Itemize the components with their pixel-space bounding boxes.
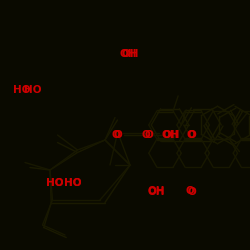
Text: HO: HO xyxy=(12,85,30,95)
Text: O: O xyxy=(113,130,122,140)
Text: O: O xyxy=(188,130,197,140)
Text: O: O xyxy=(144,130,153,140)
Text: OH: OH xyxy=(162,130,180,140)
Text: O: O xyxy=(112,130,120,140)
Text: OH: OH xyxy=(162,130,180,140)
Text: HO: HO xyxy=(46,178,64,188)
Text: O: O xyxy=(142,130,150,140)
Text: O: O xyxy=(185,186,194,196)
Text: O: O xyxy=(187,187,196,197)
Text: HO: HO xyxy=(64,178,81,188)
Text: O: O xyxy=(186,130,195,140)
Text: OH: OH xyxy=(120,49,138,59)
Text: OH: OH xyxy=(148,187,165,197)
Text: OH: OH xyxy=(121,49,139,59)
Text: HO: HO xyxy=(64,178,81,188)
Text: OH: OH xyxy=(148,186,165,196)
Text: HO: HO xyxy=(24,85,41,95)
Text: HO: HO xyxy=(46,178,64,188)
